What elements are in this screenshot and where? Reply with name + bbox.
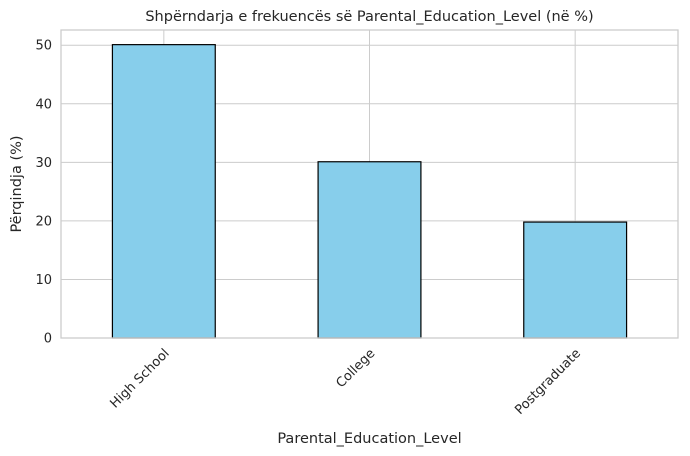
x-tick-label: Postgraduate xyxy=(512,346,584,418)
x-tick-labels: High School College Postgraduate xyxy=(107,346,584,418)
y-axis-label: Përqindja (%) xyxy=(9,135,25,232)
chart-title: Shpërndarja e frekuencës së Parental_Edu… xyxy=(145,9,593,25)
bar-postgraduate xyxy=(523,221,628,339)
bars xyxy=(111,44,628,339)
y-tick-labels: 0 10 20 30 40 50 xyxy=(35,39,52,347)
y-tick-label: 40 xyxy=(35,97,52,112)
x-tick-label: High School xyxy=(107,346,172,411)
x-tick-label: College xyxy=(333,346,378,391)
bar-college xyxy=(317,161,422,339)
y-tick-label: 50 xyxy=(35,39,52,54)
y-tick-label: 10 xyxy=(35,273,52,288)
y-tick-label: 0 xyxy=(44,332,52,347)
y-tick-label: 20 xyxy=(35,214,52,229)
y-tick-label: 30 xyxy=(35,156,52,171)
bar-high-school xyxy=(111,44,216,339)
x-axis-label: Parental_Education_Level xyxy=(277,431,461,447)
plot-frame xyxy=(60,29,679,339)
